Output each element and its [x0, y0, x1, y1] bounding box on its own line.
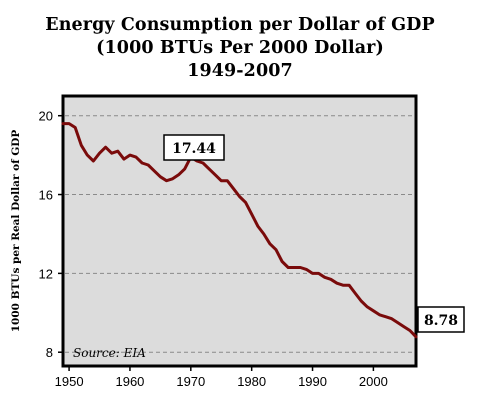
data-point	[177, 173, 180, 176]
data-point	[220, 179, 223, 182]
data-point	[390, 317, 393, 320]
x-tick-label: 2000	[359, 374, 388, 389]
data-point	[171, 177, 174, 180]
x-tick-label: 1970	[176, 374, 205, 389]
data-point	[226, 179, 229, 182]
y-tick-label: 8	[46, 345, 53, 360]
data-point	[116, 150, 119, 153]
data-point	[372, 309, 375, 312]
data-point	[244, 201, 247, 204]
data-point	[360, 299, 363, 302]
data-point	[141, 162, 144, 165]
data-point	[122, 158, 125, 161]
data-point	[256, 225, 259, 228]
data-point	[214, 173, 217, 176]
data-point	[396, 321, 399, 324]
data-point	[98, 152, 101, 155]
source-note: Source: EIA	[73, 346, 146, 360]
data-point	[341, 284, 344, 287]
data-point	[323, 276, 326, 279]
y-axis: 8 12 16 20	[39, 109, 63, 360]
data-point	[402, 325, 405, 328]
data-point	[110, 152, 113, 155]
data-point	[165, 179, 168, 182]
x-axis: 1950 1960 1970 1980 1990 2000	[55, 366, 388, 389]
data-point	[262, 232, 265, 235]
data-point	[275, 248, 278, 251]
y-tick-label: 16	[39, 188, 53, 203]
data-point	[299, 266, 302, 269]
x-tick-label: 1990	[298, 374, 327, 389]
peak-callout-label: 17.44	[172, 141, 216, 157]
data-point	[74, 126, 77, 129]
x-tick-label: 1950	[55, 374, 84, 389]
data-point	[281, 260, 284, 263]
data-point	[68, 122, 71, 125]
data-point	[250, 213, 253, 216]
x-tick-label: 1960	[115, 374, 144, 389]
data-point	[238, 195, 241, 198]
data-point	[62, 122, 65, 125]
data-point	[293, 266, 296, 269]
chart-title-block: Energy Consumption per Dollar of GDP (10…	[0, 14, 480, 83]
series-line	[61, 122, 418, 339]
data-point	[201, 162, 204, 165]
data-point	[335, 282, 338, 285]
end-callout-label: 8.78	[424, 313, 458, 329]
grid-lines	[65, 115, 414, 353]
plot-area	[61, 94, 418, 368]
chart-date-range: 1949-2007	[187, 61, 293, 81]
data-point	[80, 144, 83, 147]
data-point	[104, 146, 107, 149]
chart-subtitle: (1000 BTUs Per 2000 Dollar)	[96, 38, 384, 58]
data-point	[135, 156, 138, 159]
data-point	[208, 167, 211, 170]
y-tick-label: 12	[39, 266, 53, 281]
data-point	[183, 167, 186, 170]
y-tick-label: 20	[39, 109, 53, 124]
data-point	[354, 292, 357, 295]
data-point	[92, 160, 95, 163]
chart-title: Energy Consumption per Dollar of GDP	[45, 15, 435, 35]
end-callout-box	[417, 306, 465, 333]
y-axis-label: 1000 BTUs per Real Dollar of GDP	[10, 130, 22, 333]
data-point	[415, 335, 418, 338]
data-point	[366, 305, 369, 308]
data-point	[408, 329, 411, 332]
callouts: 17.44 8.78	[163, 134, 465, 333]
data-point	[378, 313, 381, 316]
data-point	[128, 154, 131, 157]
data-point	[159, 175, 162, 178]
data-point	[384, 315, 387, 318]
data-point	[232, 187, 235, 190]
data-point	[153, 169, 156, 172]
x-tick-label: 1980	[237, 374, 266, 389]
data-point	[348, 284, 351, 287]
data-point	[329, 278, 332, 281]
data-point	[86, 154, 89, 157]
data-point	[305, 268, 308, 271]
data-point	[311, 272, 314, 275]
data-point	[287, 266, 290, 269]
data-point	[317, 272, 320, 275]
data-point	[268, 242, 271, 245]
data-point	[147, 163, 150, 166]
peak-callout-box	[163, 134, 225, 161]
